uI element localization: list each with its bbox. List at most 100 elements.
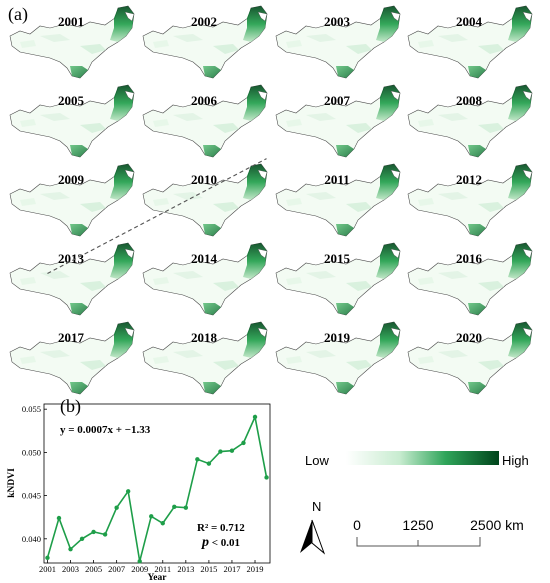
scale-label-0: 0 (353, 517, 361, 533)
data-point-2010 (149, 514, 154, 519)
map-2008: 2008 (407, 84, 533, 158)
map-year-label: 2010 (191, 172, 217, 187)
map-year-label: 2007 (324, 93, 351, 108)
x-tick-label: 2013 (177, 564, 194, 574)
data-point-2009 (137, 559, 142, 564)
map-2005: 2005 (9, 84, 135, 158)
scale-label-1250: 1250 (402, 517, 433, 533)
map-year-label: 2015 (324, 251, 351, 266)
map-year-label: 2019 (324, 330, 351, 345)
map-2003: 2003 (275, 5, 401, 79)
map-year-label: 2014 (191, 251, 218, 266)
legend-high-label: High (502, 453, 529, 468)
map-2019: 2019 (275, 321, 401, 395)
legend-gradient-bar (346, 451, 499, 465)
kndvi-line-chart: 0.040 0.045 0.050 0.055 2001 2003 2005 2007 200… (7, 158, 271, 583)
map-2004: 2004 (407, 5, 533, 79)
y-tick-label: 0.050 (22, 447, 41, 457)
y-axis-ticks: 0.040 0.045 0.050 0.055 (22, 404, 47, 544)
data-point-2012 (172, 504, 177, 510)
x-tick-label: 2017 (223, 564, 240, 574)
map-year-label: 2020 (456, 330, 482, 345)
data-point-2006 (102, 532, 108, 537)
series-points (45, 414, 269, 564)
map-year-label: 2012 (456, 172, 482, 187)
map-year-label: 2002 (191, 14, 217, 29)
map-2015: 2015 (275, 242, 401, 316)
map-2017: 2017 (9, 321, 135, 395)
map-year-label: 2008 (456, 93, 483, 108)
data-point-2014 (195, 457, 200, 462)
p-value-text: < 0.01 (209, 537, 240, 549)
map-2014: 2014 (142, 242, 268, 316)
map-2002: 2002 (142, 5, 268, 79)
data-point-2008 (125, 489, 131, 494)
data-point-2018 (241, 440, 246, 446)
map-year-label: 2017 (58, 330, 85, 345)
map-year-label: 2004 (456, 14, 483, 29)
scale-label-2500: 2500 km (470, 517, 524, 533)
y-tick-label: 0.040 (22, 534, 41, 544)
map-2007: 2007 (275, 84, 401, 158)
north-arrow: N (300, 499, 326, 555)
map-2006: 2006 (142, 84, 268, 158)
scale-bar-line (356, 537, 481, 547)
map-2009: 2009 (9, 163, 135, 237)
x-tick-label: 2003 (62, 564, 79, 574)
panel-label-a: (a) (8, 4, 28, 25)
p-value-label: p < 0.01 (201, 535, 240, 550)
data-point-2007 (114, 505, 119, 510)
panel-label-b: (b) (60, 396, 81, 417)
data-point-2001 (45, 555, 50, 561)
data-point-2020 (264, 475, 269, 480)
map-year-label: 2006 (191, 93, 218, 108)
data-point-2013 (183, 505, 189, 510)
x-tick-label: 2011 (154, 564, 171, 574)
x-axis-label: Year (148, 573, 168, 583)
map-year-label: 2018 (191, 330, 218, 345)
data-point-2011 (160, 521, 165, 526)
data-point-2017 (229, 448, 235, 453)
scale-bar: 0 1250 2500 km (353, 517, 524, 547)
x-tick-label: 2015 (200, 564, 217, 574)
y-tick-label: 0.055 (22, 404, 41, 414)
plot-frame (43, 403, 271, 564)
map-2001: 2001 (9, 5, 135, 79)
data-point-2005 (91, 529, 96, 535)
map-year-label: 2001 (58, 14, 84, 29)
map-year-label: 2011 (324, 172, 349, 187)
map-2018: 2018 (142, 321, 268, 395)
map-year-label: 2009 (58, 172, 85, 187)
map-2016: 2016 (407, 242, 533, 316)
data-point-2016 (218, 449, 223, 454)
x-tick-label: 2007 (108, 564, 125, 574)
map-2013: 2013 (9, 242, 135, 316)
data-point-2015 (206, 461, 212, 466)
x-tick-label: 2005 (85, 564, 102, 574)
data-point-2002 (56, 515, 62, 521)
map-2012: 2012 (407, 163, 533, 237)
map-year-label: 2013 (58, 251, 85, 266)
data-point-2003 (68, 546, 73, 552)
y-tick-label: 0.045 (22, 491, 41, 501)
p-value-symbol: p (201, 535, 209, 550)
map-2020: 2020 (407, 321, 533, 395)
legend-low-label: Low (305, 453, 329, 468)
color-legend: Low High (305, 451, 529, 468)
x-tick-label: 2001 (39, 564, 56, 574)
r-squared-label: R² = 0.712 (197, 522, 245, 534)
map-year-label: 2003 (324, 14, 351, 29)
map-2011: 2011 (275, 163, 401, 237)
y-axis-label: kNDVI (7, 468, 17, 498)
data-point-2004 (79, 536, 85, 542)
map-year-label: 2005 (58, 93, 85, 108)
north-arrow-right-half (311, 519, 326, 555)
north-arrow-label: N (312, 499, 321, 514)
map-grid: 2001 2002 2003 2004 2005 2006 2007 2008 2009 2010… (9, 5, 533, 395)
map-year-label: 2016 (456, 251, 483, 266)
north-arrow-left-half (300, 520, 312, 553)
data-point-2019 (252, 414, 258, 420)
x-tick-label: 2019 (247, 564, 264, 574)
trend-equation: y = 0.0007x + −1.33 (60, 424, 151, 436)
